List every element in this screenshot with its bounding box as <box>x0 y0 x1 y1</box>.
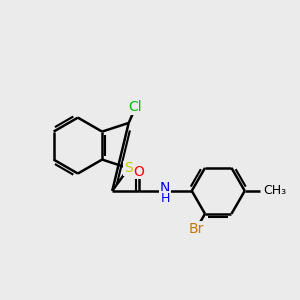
Text: Cl: Cl <box>129 100 142 114</box>
Text: S: S <box>124 161 133 175</box>
Text: O: O <box>133 165 144 179</box>
Text: CH₃: CH₃ <box>263 184 286 197</box>
Text: N: N <box>160 182 170 196</box>
Text: H: H <box>160 192 170 205</box>
Text: Br: Br <box>189 222 204 236</box>
